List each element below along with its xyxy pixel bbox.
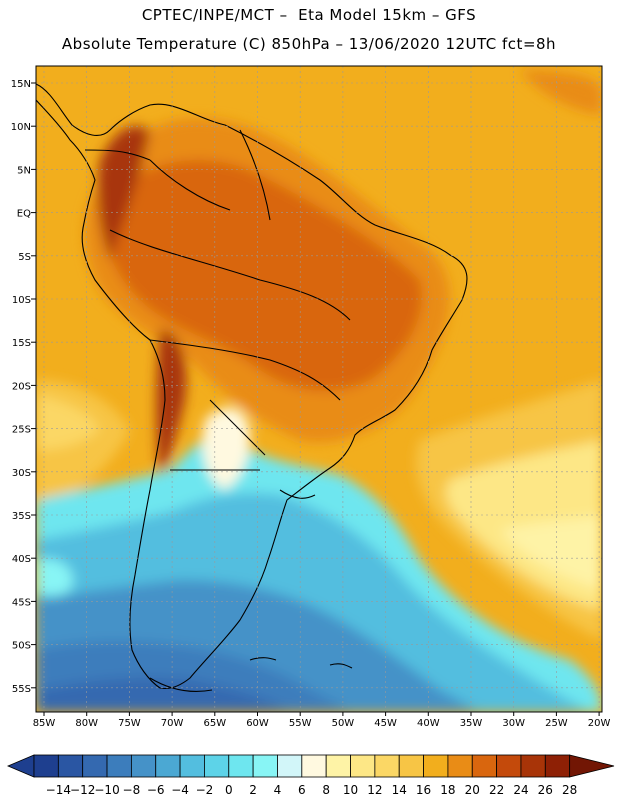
colorbar-swatch (252, 754, 278, 778)
colorbar-swatch (57, 754, 84, 778)
lat-label: 20S (12, 381, 31, 392)
colorbar-label: 28 (562, 783, 577, 797)
colorbar-swatch (33, 754, 59, 778)
colorbar-label: −14 (46, 783, 71, 797)
colorbar-swatch (423, 754, 449, 778)
lon-label: 60W (246, 718, 269, 729)
lon-label: 50W (332, 718, 355, 729)
colorbar-swatch (520, 754, 546, 778)
lat-label: 15N (11, 79, 31, 90)
lon-label: 25W (545, 718, 568, 729)
lon-label: 20W (588, 718, 611, 729)
lat-label: 10S (12, 295, 31, 306)
colorbar-labels: −14 −12 −10 −8 −6 −4 −2 0 2 4 6 8 10 12 14 16 18 20 22 24 26… (46, 783, 578, 797)
colorbar-swatch (350, 754, 376, 778)
colorbar-swatch (228, 754, 254, 778)
colorbar-label: −2 (196, 783, 214, 797)
colorbar-label: 16 (416, 783, 431, 797)
lat-label: 5S (18, 252, 31, 263)
colorbar-label: 12 (367, 783, 382, 797)
colorbar-swatch (82, 754, 108, 778)
lon-label: 70W (161, 718, 184, 729)
colorbar-swatch (496, 754, 522, 778)
colorbar-label: 20 (465, 783, 480, 797)
lat-label: 40S (12, 554, 31, 565)
lon-label: 80W (75, 718, 98, 729)
colorbar-swatch (447, 754, 473, 778)
colorbar-label: 10 (343, 783, 358, 797)
colorbar-swatch (374, 754, 400, 778)
lat-label: 10N (11, 122, 31, 133)
colorbar-label: 0 (225, 783, 233, 797)
colorbar-label: −12 (70, 783, 95, 797)
longitude-labels: 85W 80W 75W 70W 65W 60W 55W 50W 45W 40W 35W 30W 25W 2… (33, 712, 611, 729)
lat-label: 15S (12, 338, 31, 349)
colorbar (6, 754, 615, 778)
colorbar-label: 6 (298, 783, 306, 797)
colorbar-swatch (130, 754, 157, 778)
colorbar-label: −4 (171, 783, 189, 797)
lon-label: 85W (33, 718, 56, 729)
coastline (36, 83, 468, 693)
colorbar-label: 24 (513, 783, 528, 797)
colorbar-label: −10 (94, 783, 119, 797)
map-frame (35, 65, 603, 713)
gridlines (36, 66, 602, 712)
lat-label: 5N (17, 165, 31, 176)
lat-label: 25S (12, 425, 31, 436)
colorbar-label: 26 (538, 783, 553, 797)
colorbar-label: 14 (392, 783, 407, 797)
colorbar-label: −6 (147, 783, 165, 797)
colorbar-swatch (204, 754, 230, 778)
colorbar-arrow-left (6, 754, 35, 778)
lon-label: 45W (374, 718, 397, 729)
chart-title-line2: Absolute Temperature (C) 850hPa – 13/06/… (61, 35, 557, 53)
colorbar-arrow-right (569, 754, 615, 778)
colorbar-label: 2 (249, 783, 257, 797)
lat-label: 30S (12, 468, 31, 479)
lat-label: 50S (12, 641, 31, 652)
lon-label: 40W (417, 718, 440, 729)
lon-label: 65W (203, 718, 226, 729)
lat-label: EQ (17, 209, 31, 220)
chart-title-line1: CPTEC/INPE/MCT – Eta Model 15km – GFS (141, 6, 477, 24)
colorbar-label: 18 (440, 783, 455, 797)
colorbar-swatch (301, 754, 327, 778)
latitude-labels: 15N 10N 5N EQ 5S 10S 15S 20S 25S 30S 35S 40S 45S 50S 5… (11, 79, 36, 695)
colorbar-label: 22 (489, 783, 504, 797)
lon-label: 55W (289, 718, 312, 729)
lon-label: 35W (460, 718, 483, 729)
colorbar-label: −8 (123, 783, 141, 797)
colorbar-swatch (155, 754, 181, 778)
lat-label: 35S (12, 511, 31, 522)
lat-label: 55S (12, 684, 31, 695)
lat-label: 45S (12, 597, 31, 608)
colorbar-swatch (471, 754, 498, 778)
colorbar-swatch (544, 754, 571, 778)
colorbar-swatch (325, 754, 351, 778)
lon-label: 30W (502, 718, 525, 729)
colorbar-label: 8 (322, 783, 330, 797)
colorbar-swatch (398, 754, 424, 778)
colorbar-label: 4 (274, 783, 282, 797)
lon-label: 75W (118, 718, 141, 729)
colorbar-swatch (106, 754, 132, 778)
colorbar-swatch (277, 754, 303, 778)
temperature-field (36, 66, 602, 712)
colorbar-swatch (179, 754, 205, 778)
